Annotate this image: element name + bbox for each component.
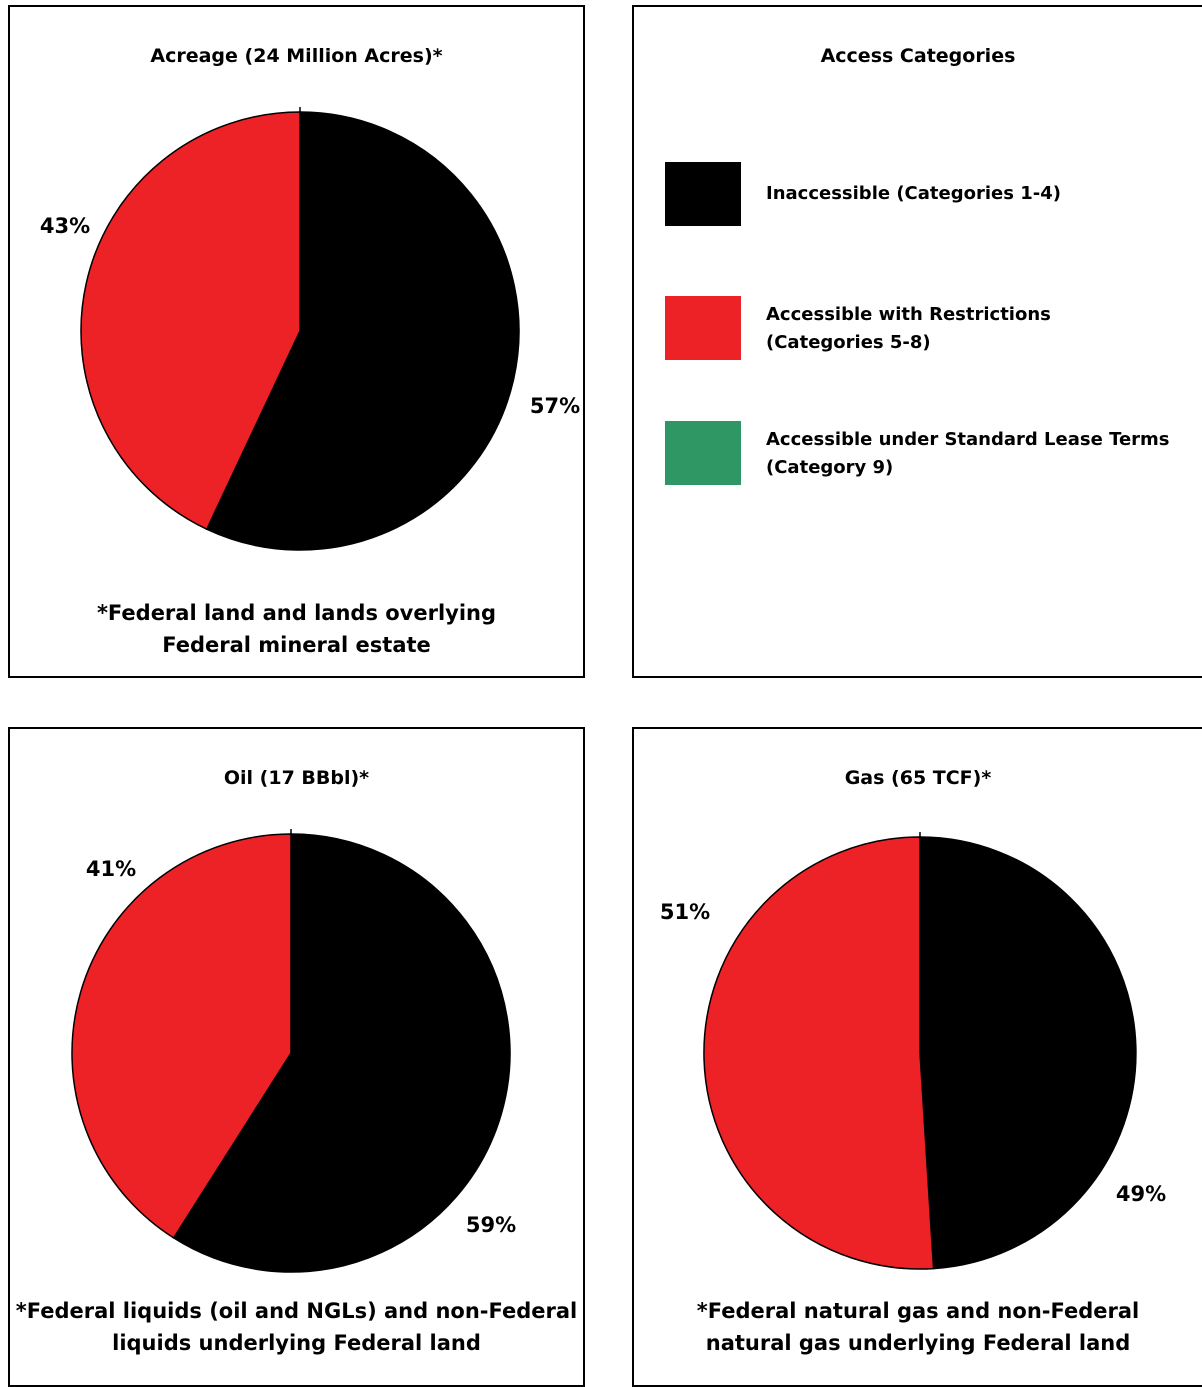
legend-label-restricted: Accessible with Restrictions (Categories… — [766, 304, 1051, 353]
pie-slice-restricted — [71, 833, 292, 1239]
pie-label-inaccessible: 57% — [530, 394, 580, 418]
acreage-pie-chart: 57% 43% — [40, 107, 580, 551]
pie-slice-restricted — [703, 836, 935, 1270]
acreage-panel: Acreage (24 Million Acres)* 57% 43% *Fede… — [8, 5, 585, 678]
pie-slice-inaccessible — [919, 836, 1137, 1270]
pie-label-restricted: 43% — [40, 214, 90, 238]
acreage-footnote: *Federal land and lands overlying Federa… — [96, 601, 497, 657]
legend-label-standard: Accessible under Standard Lease Terms (C… — [766, 429, 1170, 478]
pie-slice-restricted — [80, 111, 301, 531]
acreage-title: Acreage (24 Million Acres)* — [150, 45, 443, 67]
gas-title: Gas (65 TCF)* — [844, 767, 992, 789]
legend-swatch-inaccessible — [665, 162, 741, 226]
legend-title: Access Categories — [820, 45, 1016, 67]
gas-panel: Gas (65 TCF)* 49% 51% *Federal natural ga… — [632, 727, 1202, 1387]
legend-label-inaccessible: Inaccessible (Categories 1-4) — [766, 183, 1061, 204]
gas-pie-chart: 49% 51% — [660, 832, 1166, 1270]
pie-label-restricted: 41% — [86, 857, 136, 881]
pie-slice-inaccessible — [205, 111, 520, 551]
pie-label-inaccessible: 59% — [466, 1213, 516, 1237]
pie-slice-inaccessible — [172, 833, 511, 1273]
oil-pie-chart: 59% 41% — [71, 829, 516, 1273]
oil-title: Oil (17 BBbl)* — [223, 767, 370, 789]
pie-label-restricted: 51% — [660, 900, 710, 924]
oil-panel: Oil (17 BBbl)* 59% 41% *Federal liquids (… — [8, 727, 585, 1387]
pie-label-inaccessible: 49% — [1116, 1182, 1166, 1206]
legend-swatch-standard — [665, 421, 741, 485]
oil-footnote: *Federal liquids (oil and NGLs) and non-… — [15, 1299, 578, 1355]
legend-swatch-restricted — [665, 296, 741, 360]
legend-panel: Access Categories Inaccessible (Categori… — [632, 5, 1202, 678]
gas-footnote: *Federal natural gas and non-Federal nat… — [696, 1299, 1140, 1355]
